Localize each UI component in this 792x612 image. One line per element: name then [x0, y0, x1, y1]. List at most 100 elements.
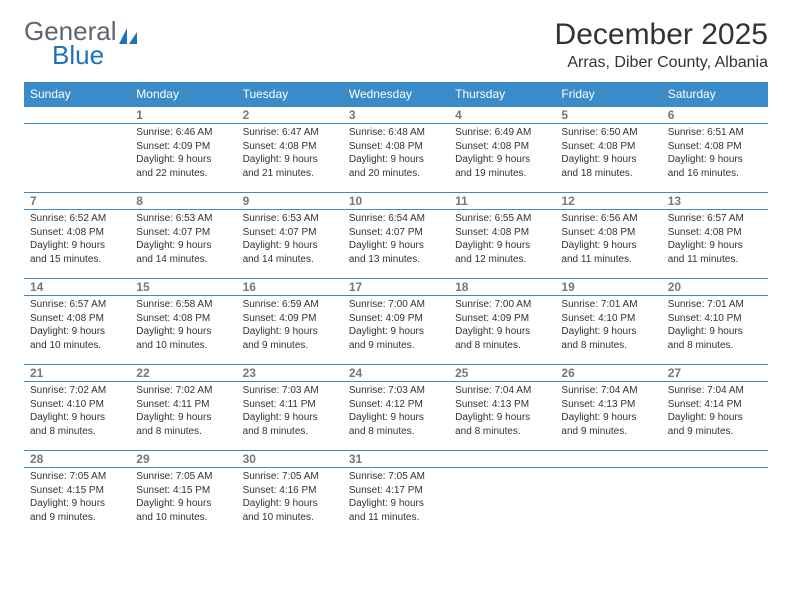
sunrise-text: Sunrise: 7:03 AM [349, 384, 443, 398]
sunrise-text: Sunrise: 7:05 AM [136, 470, 230, 484]
day-number: 7 [24, 192, 130, 210]
day-number: 4 [449, 106, 555, 124]
sunrise-text: Sunrise: 7:02 AM [136, 384, 230, 398]
week-row: 21Sunrise: 7:02 AMSunset: 4:10 PMDayligh… [24, 364, 768, 450]
day-body: Sunrise: 7:01 AMSunset: 4:10 PMDaylight:… [555, 296, 661, 358]
day-number: 10 [343, 192, 449, 210]
day-number: 13 [662, 192, 768, 210]
day-cell: 27Sunrise: 7:04 AMSunset: 4:14 PMDayligh… [662, 364, 768, 450]
sunset-text: Sunset: 4:09 PM [243, 312, 337, 326]
day-cell: 28Sunrise: 7:05 AMSunset: 4:15 PMDayligh… [24, 450, 130, 536]
day-body: Sunrise: 7:04 AMSunset: 4:13 PMDaylight:… [449, 382, 555, 444]
calendar-body: 1Sunrise: 6:46 AMSunset: 4:09 PMDaylight… [24, 106, 768, 536]
day-cell: 12Sunrise: 6:56 AMSunset: 4:08 PMDayligh… [555, 192, 661, 278]
day-body: Sunrise: 7:02 AMSunset: 4:10 PMDaylight:… [24, 382, 130, 444]
sunrise-text: Sunrise: 7:00 AM [455, 298, 549, 312]
sunrise-text: Sunrise: 7:05 AM [243, 470, 337, 484]
sunset-text: Sunset: 4:09 PM [455, 312, 549, 326]
daylight-text: Daylight: 9 hours and 9 minutes. [561, 411, 655, 438]
day-cell: 24Sunrise: 7:03 AMSunset: 4:12 PMDayligh… [343, 364, 449, 450]
daylight-text: Daylight: 9 hours and 19 minutes. [455, 153, 549, 180]
daylight-text: Daylight: 9 hours and 9 minutes. [243, 325, 337, 352]
day-body: Sunrise: 6:53 AMSunset: 4:07 PMDaylight:… [237, 210, 343, 272]
page-header: General Blue December 2025 Arras, Diber … [24, 18, 768, 72]
day-number: 27 [662, 364, 768, 382]
daylight-text: Daylight: 9 hours and 20 minutes. [349, 153, 443, 180]
day-number: 19 [555, 278, 661, 296]
sunrise-text: Sunrise: 6:56 AM [561, 212, 655, 226]
day-number: 28 [24, 450, 130, 468]
day-cell: 19Sunrise: 7:01 AMSunset: 4:10 PMDayligh… [555, 278, 661, 364]
sunset-text: Sunset: 4:08 PM [455, 226, 549, 240]
day-number: 9 [237, 192, 343, 210]
sunset-text: Sunset: 4:08 PM [30, 226, 124, 240]
day-cell [24, 106, 130, 192]
day-number: 30 [237, 450, 343, 468]
day-number: 20 [662, 278, 768, 296]
day-body: Sunrise: 6:57 AMSunset: 4:08 PMDaylight:… [662, 210, 768, 272]
calendar-table: SundayMondayTuesdayWednesdayThursdayFrid… [24, 82, 768, 536]
sunset-text: Sunset: 4:11 PM [243, 398, 337, 412]
day-body: Sunrise: 6:57 AMSunset: 4:08 PMDaylight:… [24, 296, 130, 358]
day-cell: 21Sunrise: 7:02 AMSunset: 4:10 PMDayligh… [24, 364, 130, 450]
day-number: 8 [130, 192, 236, 210]
weekday-saturday: Saturday [662, 82, 768, 106]
weekday-tuesday: Tuesday [237, 82, 343, 106]
week-row: 7Sunrise: 6:52 AMSunset: 4:08 PMDaylight… [24, 192, 768, 278]
day-body: Sunrise: 7:05 AMSunset: 4:16 PMDaylight:… [237, 468, 343, 530]
brand-logo: General Blue [24, 18, 117, 68]
day-cell: 10Sunrise: 6:54 AMSunset: 4:07 PMDayligh… [343, 192, 449, 278]
day-cell: 31Sunrise: 7:05 AMSunset: 4:17 PMDayligh… [343, 450, 449, 536]
sunset-text: Sunset: 4:08 PM [30, 312, 124, 326]
sunrise-text: Sunrise: 6:53 AM [136, 212, 230, 226]
day-body: Sunrise: 7:05 AMSunset: 4:15 PMDaylight:… [130, 468, 236, 530]
week-row: 1 Sunrise: 6:46 AMSunset: 4:09 PM Daylight… [24, 106, 768, 192]
day-body: Sunrise: 6:54 AMSunset: 4:07 PMDaylight:… [343, 210, 449, 272]
day-cell [449, 450, 555, 536]
sunset-text: Sunset: 4:09 PM [136, 140, 230, 154]
day-number: 29 [130, 450, 236, 468]
sunset-text: Sunset: 4:08 PM [136, 312, 230, 326]
daylight-text: Daylight: 9 hours and 8 minutes. [668, 325, 762, 352]
day-body: Sunrise: 6:49 AMSunset: 4:08 PMDaylight:… [449, 124, 555, 186]
day-body: Sunrise: 6:50 AMSunset: 4:08 PMDaylight:… [555, 124, 661, 186]
day-body: Sunrise: 7:05 AMSunset: 4:15 PMDaylight:… [24, 468, 130, 530]
day-number: 1 [130, 106, 236, 124]
sunrise-text: Sunrise: 6:59 AM [243, 298, 337, 312]
day-number: 21 [24, 364, 130, 382]
day-cell: 29Sunrise: 7:05 AMSunset: 4:15 PMDayligh… [130, 450, 236, 536]
day-number: 18 [449, 278, 555, 296]
day-body: Sunrise: 6:59 AMSunset: 4:09 PMDaylight:… [237, 296, 343, 358]
day-cell: 3Sunrise: 6:48 AMSunset: 4:08 PMDaylight… [343, 106, 449, 192]
daylight-text: Daylight: 9 hours and 8 minutes. [561, 325, 655, 352]
daylight-text: Daylight: 9 hours and 11 minutes. [668, 239, 762, 266]
sunset-text: Sunset: 4:16 PM [243, 484, 337, 498]
sunset-text: Sunset: 4:08 PM [561, 226, 655, 240]
sunrise-text: Sunrise: 6:46 AM [136, 126, 230, 140]
sunrise-text: Sunrise: 6:48 AM [349, 126, 443, 140]
day-number [24, 106, 130, 124]
day-number: 25 [449, 364, 555, 382]
sunset-text: Sunset: 4:11 PM [136, 398, 230, 412]
daylight-text: Daylight: 9 hours and 21 minutes. [243, 153, 337, 180]
day-cell: 6Sunrise: 6:51 AMSunset: 4:08 PMDaylight… [662, 106, 768, 192]
daylight-text: Daylight: 9 hours and 8 minutes. [455, 411, 549, 438]
sail-icon [119, 22, 139, 48]
day-cell: 26Sunrise: 7:04 AMSunset: 4:13 PMDayligh… [555, 364, 661, 450]
sunset-text: Sunset: 4:07 PM [349, 226, 443, 240]
sunset-text: Sunset: 4:08 PM [561, 140, 655, 154]
sunrise-text: Sunrise: 6:57 AM [668, 212, 762, 226]
week-row: 28Sunrise: 7:05 AMSunset: 4:15 PMDayligh… [24, 450, 768, 536]
day-body: Sunrise: 6:55 AMSunset: 4:08 PMDaylight:… [449, 210, 555, 272]
day-number: 31 [343, 450, 449, 468]
sunrise-text: Sunrise: 6:58 AM [136, 298, 230, 312]
day-body: Sunrise: 7:04 AMSunset: 4:14 PMDaylight:… [662, 382, 768, 444]
sunrise-text: Sunrise: 7:02 AM [30, 384, 124, 398]
day-number [662, 450, 768, 468]
day-body: Sunrise: 7:04 AMSunset: 4:13 PMDaylight:… [555, 382, 661, 444]
day-cell: 11Sunrise: 6:55 AMSunset: 4:08 PMDayligh… [449, 192, 555, 278]
sunrise-text: Sunrise: 6:49 AM [455, 126, 549, 140]
day-cell: 4Sunrise: 6:49 AMSunset: 4:08 PMDaylight… [449, 106, 555, 192]
sunset-text: Sunset: 4:17 PM [349, 484, 443, 498]
day-body: Sunrise: 7:05 AMSunset: 4:17 PMDaylight:… [343, 468, 449, 530]
